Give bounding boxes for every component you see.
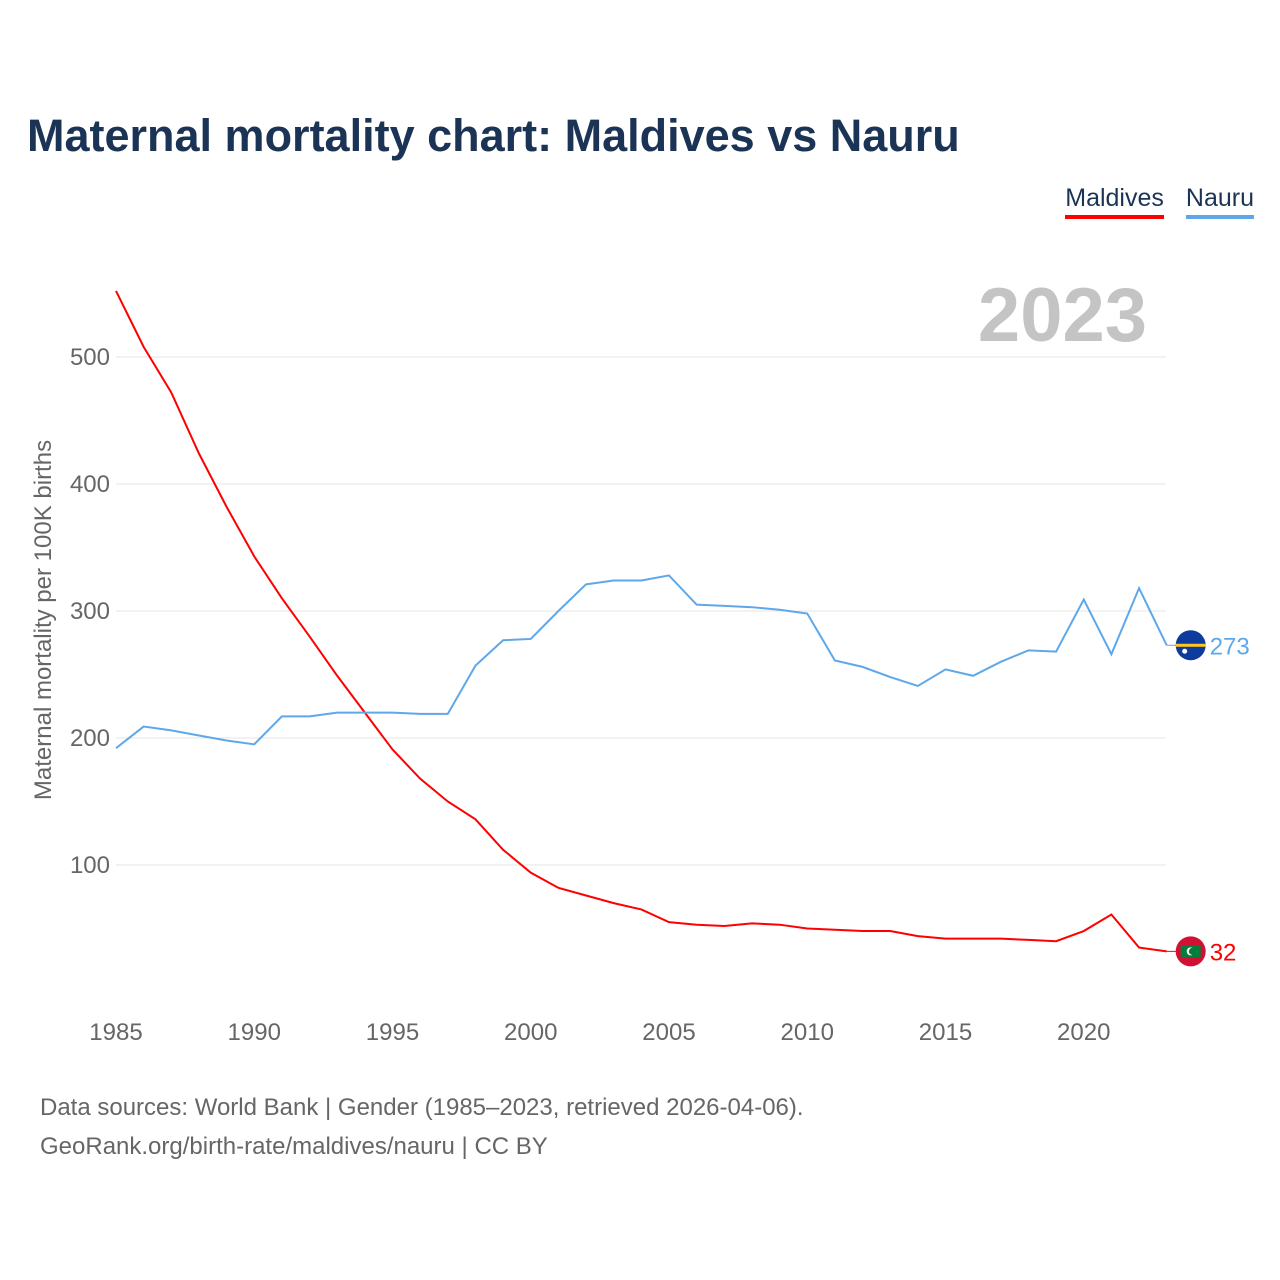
x-tick-label: 2005 (642, 1019, 695, 1046)
nauru-flag-icon (1182, 648, 1188, 654)
legend-maldives[interactable]: Maldives (1065, 184, 1164, 219)
nauru-flag-icon (1175, 643, 1206, 647)
y-axis-label: Maternal mortality per 100K births (30, 440, 57, 800)
x-tick-label: 2020 (1057, 1019, 1110, 1046)
chart-title: Maternal mortality chart: Maldives vs Na… (27, 110, 960, 161)
y-tick-label: 500 (70, 344, 110, 371)
maldives-flag-icon (1188, 947, 1197, 955)
series-line-nauru (115, 574, 1168, 749)
x-tick-label: 1990 (228, 1019, 281, 1046)
source-line-2[interactable]: GeoRank.org/birth-rate/maldives/nauru | … (40, 1133, 548, 1160)
end-value-label-nauru: 273 (1210, 633, 1250, 660)
x-tick-label: 1995 (366, 1019, 419, 1046)
x-tick-label: 2010 (781, 1019, 834, 1046)
x-tick-label: 2000 (504, 1019, 557, 1046)
y-tick-label: 200 (70, 725, 110, 752)
source-line-1: Data sources: World Bank | Gender (1985–… (40, 1094, 804, 1121)
x-tick-label: 2015 (919, 1019, 972, 1046)
y-tick-label: 300 (70, 598, 110, 625)
y-tick-label: 100 (70, 852, 110, 879)
legend-nauru[interactable]: Nauru (1185, 184, 1254, 219)
legend: Maldives Nauru (1065, 184, 1254, 219)
series-line-maldives (115, 290, 1167, 953)
end-value-label-maldives: 32 (1210, 939, 1237, 966)
x-tick-label: 1985 (89, 1019, 142, 1046)
year-label: 2023 (977, 273, 1147, 358)
source-text: Data sources: World Bank | Gender (1985–… (40, 1088, 804, 1166)
y-tick-label: 400 (70, 471, 110, 498)
